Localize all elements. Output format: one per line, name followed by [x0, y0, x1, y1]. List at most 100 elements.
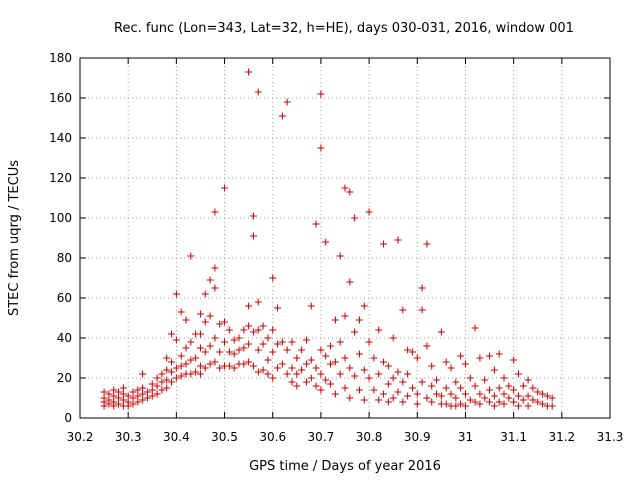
- data-point: [307, 356, 315, 364]
- data-point: [196, 362, 204, 370]
- x-axis-label: GPS time / Days of year 2016: [249, 459, 441, 474]
- data-point: [177, 372, 185, 380]
- data-point: [524, 402, 532, 410]
- data-point: [168, 368, 176, 376]
- x-tick-label: 30.8: [356, 430, 383, 444]
- data-point: [384, 398, 392, 406]
- data-point: [192, 368, 200, 376]
- data-point: [211, 334, 219, 342]
- data-point: [452, 394, 460, 402]
- data-point: [172, 374, 180, 382]
- data-point: [298, 346, 306, 354]
- data-point: [476, 400, 484, 408]
- data-point: [505, 394, 513, 402]
- data-point: [254, 346, 262, 354]
- data-point: [408, 384, 416, 392]
- data-point: [216, 320, 224, 328]
- data-point: [461, 402, 469, 410]
- data-point: [283, 98, 291, 106]
- data-point: [221, 338, 229, 346]
- y-tick-label: 120: [49, 171, 72, 185]
- data-point: [269, 274, 277, 282]
- data-point: [124, 402, 132, 410]
- data-point: [476, 354, 484, 362]
- data-point: [433, 376, 441, 384]
- data-point: [269, 374, 277, 382]
- y-tick-label: 0: [64, 411, 72, 425]
- data-point: [514, 392, 522, 400]
- data-point: [399, 378, 407, 386]
- data-point: [404, 346, 412, 354]
- data-point: [452, 378, 460, 386]
- data-point: [283, 370, 291, 378]
- data-point: [408, 348, 416, 356]
- data-point: [119, 384, 127, 392]
- data-point: [413, 400, 421, 408]
- data-point: [254, 326, 262, 334]
- data-point: [278, 360, 286, 368]
- data-point: [274, 304, 282, 312]
- chart-title: Rec. func (Lon=343, Lat=32, h=HE), days …: [114, 21, 574, 36]
- data-point: [394, 236, 402, 244]
- data-point: [182, 316, 190, 324]
- data-point: [134, 386, 142, 394]
- data-point: [240, 344, 248, 352]
- data-point: [428, 382, 436, 390]
- data-point: [500, 374, 508, 382]
- data-point: [269, 326, 277, 334]
- data-point: [158, 370, 166, 378]
- data-point: [322, 238, 330, 246]
- data-point: [254, 368, 262, 376]
- data-point: [119, 390, 127, 398]
- y-tick-label: 20: [57, 371, 72, 385]
- data-point: [115, 400, 123, 408]
- data-point: [211, 358, 219, 366]
- data-point: [139, 396, 147, 404]
- data-point: [206, 276, 214, 284]
- data-point: [529, 396, 537, 404]
- data-point: [442, 400, 450, 408]
- data-point: [471, 382, 479, 390]
- data-point: [486, 398, 494, 406]
- data-point: [259, 322, 267, 330]
- data-point: [187, 356, 195, 364]
- data-point: [124, 392, 132, 400]
- data-point: [293, 354, 301, 362]
- data-point: [457, 352, 465, 360]
- data-point: [249, 328, 257, 336]
- data-point: [245, 340, 253, 348]
- data-point: [399, 398, 407, 406]
- data-point: [548, 402, 556, 410]
- data-point: [196, 370, 204, 378]
- data-point: [235, 346, 243, 354]
- data-point: [418, 378, 426, 386]
- data-point: [370, 386, 378, 394]
- data-point: [211, 264, 219, 272]
- data-point: [524, 392, 532, 400]
- data-point: [384, 380, 392, 388]
- data-point: [293, 370, 301, 378]
- data-point: [534, 388, 542, 396]
- data-point: [249, 212, 257, 220]
- data-points: [100, 68, 556, 410]
- data-point: [134, 392, 142, 400]
- data-point: [172, 364, 180, 372]
- data-point: [346, 188, 354, 196]
- data-point: [153, 374, 161, 382]
- data-point: [225, 362, 233, 370]
- data-point: [539, 400, 547, 408]
- data-point: [375, 370, 383, 378]
- data-point: [539, 390, 547, 398]
- data-point: [490, 366, 498, 374]
- data-point: [548, 394, 556, 402]
- data-point: [259, 366, 267, 374]
- data-point: [182, 344, 190, 352]
- data-point: [413, 354, 421, 362]
- data-point: [389, 394, 397, 402]
- data-point: [317, 90, 325, 98]
- data-point: [115, 388, 123, 396]
- data-point: [274, 364, 282, 372]
- x-tick-label: 31.1: [500, 430, 527, 444]
- data-point: [355, 386, 363, 394]
- data-point: [336, 338, 344, 346]
